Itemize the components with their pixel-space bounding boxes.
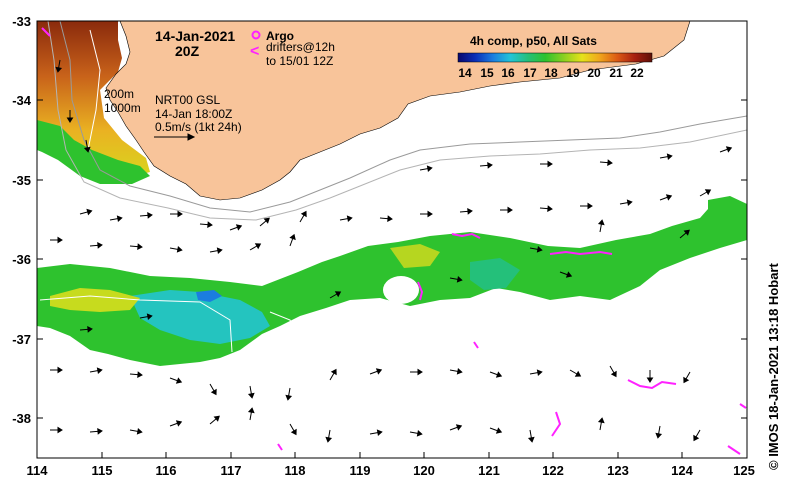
drifter-track (41, 27, 51, 37)
sst-cyan-zone (130, 290, 270, 344)
x-tick-label: 119 (350, 463, 371, 478)
velocity-scale-arrow-icon (154, 133, 196, 141)
x-tick-label: 115 (92, 463, 113, 478)
drifter-track (451, 232, 481, 239)
contour-1000m (47, 21, 747, 221)
sst-east-patch (708, 196, 747, 240)
colorbar-tick: 20 (587, 66, 601, 80)
colorbar-ticks: 14 15 16 17 18 19 20 21 22 (458, 66, 644, 80)
current-arrow (0, 0, 12, 3)
colorbar-tick: 14 (458, 66, 472, 80)
sst-yellow-patch-2 (390, 244, 440, 268)
velocity-scale-label: 0.5m/s (1kt 24h) (155, 120, 242, 134)
cloud-gap-eddy (383, 276, 419, 304)
x-tick-label: 122 (542, 463, 564, 478)
drifter-track (727, 445, 741, 455)
x-tick-label: 123 (607, 463, 629, 478)
y-tick-label: -35 (12, 173, 31, 188)
plot-frame (36, 20, 748, 459)
colorbar-tick: 16 (501, 66, 515, 80)
sst-cyan-patch-2 (470, 258, 520, 290)
drifter-label-line2: to 15/01 12Z (266, 54, 333, 68)
drifter-track (473, 341, 479, 349)
x-tick-labels: 114 115 116 117 118 119 120 121 122 123 … (27, 463, 755, 478)
contour-1000m-label: 1000m (104, 101, 141, 115)
imos-credit: © IMOS 18-Jan-2021 13:18 Hobart (766, 263, 781, 470)
x-tick-label: 125 (733, 463, 755, 478)
drifter-track (277, 443, 283, 451)
drifter-track (627, 379, 677, 390)
drifter-label-line1: drifters@12h (266, 40, 335, 54)
y-tick-label: -37 (12, 332, 31, 347)
time-title: 20Z (175, 43, 200, 59)
colorbar-tick: 22 (630, 66, 644, 80)
colorbar-tick: 18 (544, 66, 558, 80)
argo-marker-icon (251, 30, 261, 40)
axis-ticks (36, 20, 748, 458)
product-label: NRT00 GSL (155, 93, 220, 107)
drifter-track (417, 281, 424, 301)
sst-blue-speck (196, 290, 222, 302)
drifter-marker-icon: < (250, 43, 259, 60)
colorbar-tick: 17 (523, 66, 537, 80)
x-tick-label: 118 (285, 463, 306, 478)
drifter-track (549, 250, 613, 256)
colorbar-title: 4h comp, p50, All Sats (470, 34, 597, 48)
drifter-tracks (41, 27, 747, 455)
drifter-track (739, 403, 747, 409)
colorbar-tick: 19 (566, 66, 580, 80)
y-tick-label: -34 (12, 93, 32, 108)
y-tick-label: -38 (12, 411, 31, 426)
isotherm-white (39, 29, 295, 353)
land-australia (105, 21, 691, 201)
colorbar-tick: 21 (609, 66, 623, 80)
drifter-track (551, 411, 562, 437)
sst-yellow-patch (50, 288, 140, 312)
date-title: 14-Jan-2021 (155, 28, 235, 44)
x-tick-label: 116 (156, 463, 177, 478)
colorbar (457, 52, 653, 63)
x-tick-label: 117 (221, 463, 242, 478)
x-tick-label: 120 (413, 463, 435, 478)
product-time: 14-Jan 18:00Z (155, 107, 232, 121)
y-tick-labels: -33 -34 -35 -36 -37 -38 (12, 14, 32, 426)
colorbar-tick: 15 (480, 66, 494, 80)
contour-200m-label: 200m (104, 87, 134, 101)
y-tick-label: -33 (12, 14, 31, 29)
x-tick-label: 114 (27, 463, 49, 478)
argo-label: Argo (266, 29, 294, 43)
shelf-green-sst (37, 120, 150, 184)
y-tick-label: -36 (12, 252, 31, 267)
x-tick-label: 121 (478, 463, 500, 478)
x-tick-label: 124 (671, 463, 693, 478)
